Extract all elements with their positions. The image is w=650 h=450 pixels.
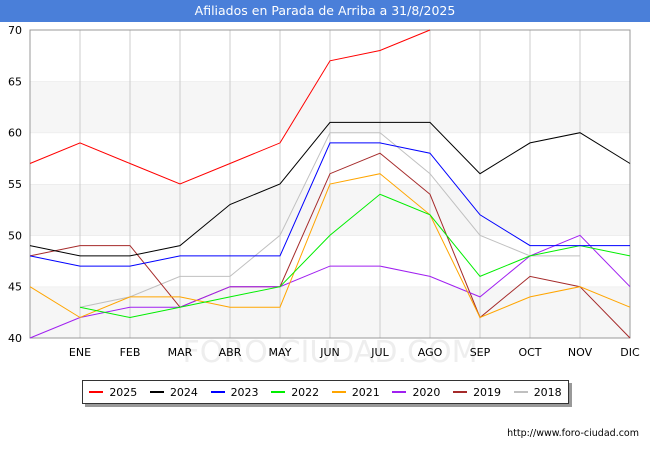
legend-label: 2021	[351, 385, 380, 399]
x-tick-label: JUN	[319, 346, 340, 359]
series-line-2022	[79, 193, 631, 319]
legend-item-2023: 2023	[210, 385, 259, 399]
y-tick-label: 45	[8, 281, 22, 294]
x-tick-label: MAY	[269, 346, 292, 359]
x-tick-label: FEB	[120, 346, 141, 359]
x-tick-label: ENE	[69, 346, 91, 359]
legend-label: 2020	[412, 385, 441, 399]
series-line-2021	[29, 173, 631, 319]
x-tick-label: JUL	[370, 346, 389, 359]
x-axis: ENE FEB MAR ABR MAY JUN JUL AGO SEP OCT NOV DIC	[69, 346, 640, 359]
legend-item-2022: 2022	[271, 386, 319, 399]
series-line-2025	[29, 29, 431, 185]
x-tick-label: ABR	[219, 346, 242, 359]
x-tick-label: NOV	[568, 346, 593, 359]
legend-label: 2023	[230, 385, 259, 399]
legend-label: 2024	[169, 385, 198, 399]
legend-label: 2019	[473, 385, 502, 399]
watermark: FORO-CIUDAD.COM	[183, 335, 478, 370]
legend-item-2020: 2020	[392, 386, 440, 399]
y-tick-label: 40	[8, 332, 22, 345]
legend-item-2018: 2018	[513, 385, 562, 399]
legend-swatch	[453, 391, 468, 393]
legend-label: 2022	[291, 385, 320, 399]
legend-swatch	[149, 391, 164, 393]
source-url[interactable]: http://www.foro-ciudad.com	[507, 428, 639, 439]
series-line-2024	[29, 121, 631, 257]
legend-item-2019: 2019	[453, 386, 501, 399]
legend: 2025 2024 2023 2022 2021 2020 2019 2018	[82, 380, 569, 404]
y-tick-label: 60	[8, 127, 22, 140]
legend-item-2021: 2021	[331, 385, 380, 399]
plot-frame	[29, 29, 631, 339]
series-line-2023	[29, 142, 630, 267]
x-tick-label: OCT	[518, 346, 541, 359]
x-tick-label: AGO	[418, 346, 443, 359]
y-tick-label: 55	[8, 178, 22, 191]
legend-swatch	[331, 391, 346, 393]
x-tick-label: MAR	[168, 346, 193, 359]
y-tick-label: 50	[8, 229, 22, 242]
legend-label: 2025	[109, 385, 138, 399]
series-line-2018	[79, 132, 580, 308]
x-tick-label: DIC	[620, 346, 640, 359]
legend-swatch	[89, 391, 104, 393]
legend-label: 2018	[533, 385, 562, 399]
chart-title: Afiliados en Parada de Arriba a 31/8/202…	[0, 0, 650, 22]
series-lines	[29, 29, 631, 339]
series-line-2019	[29, 152, 631, 339]
legend-swatch	[271, 391, 286, 393]
y-tick-label: 65	[8, 75, 22, 88]
legend-swatch	[210, 391, 225, 393]
y-axis: 40 45 50 55 60 65 70	[8, 24, 22, 345]
legend-swatch	[513, 391, 528, 393]
legend-swatch	[392, 391, 407, 393]
legend-item-2024: 2024	[149, 385, 198, 399]
legend-item-2025: 2025	[89, 386, 137, 399]
y-tick-label: 70	[8, 24, 22, 37]
x-tick-label: SEP	[470, 346, 491, 359]
